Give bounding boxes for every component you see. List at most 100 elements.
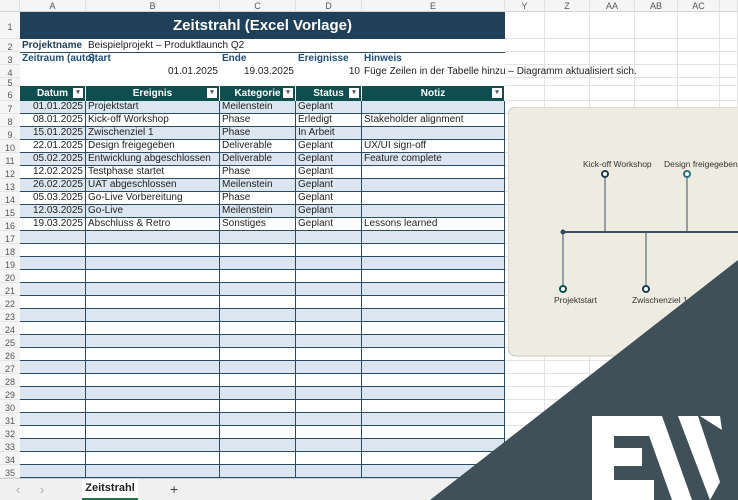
cell[interactable]	[678, 39, 720, 52]
table-cell[interactable]	[362, 270, 505, 282]
table-cell[interactable]	[362, 400, 505, 412]
table-cell[interactable]: Geplant	[296, 140, 362, 152]
table-cell[interactable]	[296, 387, 362, 399]
table-row[interactable]: 26.02.2025 UAT abgeschlossen Meilenstein Ge…	[20, 179, 505, 192]
table-cell[interactable]	[220, 413, 296, 425]
cell[interactable]	[720, 12, 738, 39]
row-header[interactable]: 21	[0, 283, 20, 296]
row-header[interactable]: 14	[0, 192, 20, 205]
row-header[interactable]: 30	[0, 400, 20, 413]
table-cell[interactable]	[20, 426, 86, 438]
table-cell[interactable]	[220, 270, 296, 282]
filter-dropdown-icon[interactable]: ▾	[283, 88, 293, 98]
table-row[interactable]: 08.01.2025 Kick-off Workshop Phase Erledigt…	[20, 114, 505, 127]
cell[interactable]	[635, 39, 678, 52]
cell[interactable]	[545, 52, 590, 65]
table-cell[interactable]	[86, 309, 220, 321]
table-cell[interactable]	[20, 257, 86, 269]
table-row[interactable]: 05.03.2025 Go-Live Vorbereitung Phase Gepla…	[20, 192, 505, 205]
table-row[interactable]	[20, 400, 505, 413]
table-row[interactable]	[20, 465, 505, 478]
table-cell[interactable]	[86, 452, 220, 464]
table-cell[interactable]: Meilenstein	[220, 205, 296, 217]
table-cell[interactable]: 05.02.2025	[20, 153, 86, 165]
cell[interactable]	[720, 78, 738, 86]
cell[interactable]	[635, 86, 678, 101]
table-cell[interactable]	[220, 296, 296, 308]
table-cell[interactable]	[20, 400, 86, 412]
row-header[interactable]: 28	[0, 374, 20, 387]
filter-dropdown-icon[interactable]: ▾	[492, 88, 502, 98]
filter-dropdown-icon[interactable]: ▾	[73, 88, 83, 98]
table-cell[interactable]	[296, 452, 362, 464]
row-header[interactable]: 32	[0, 426, 20, 439]
table-cell[interactable]	[362, 426, 505, 438]
table-cell[interactable]	[20, 283, 86, 295]
cell[interactable]	[635, 12, 678, 39]
table-cell[interactable]: Zwischenziel 1	[86, 127, 220, 139]
table-row[interactable]: 01.01.2025 Projektstart Meilenstein Geplant	[20, 101, 505, 114]
table-cell[interactable]	[296, 244, 362, 256]
table-row[interactable]	[20, 283, 505, 296]
table-cell[interactable]	[20, 439, 86, 451]
row-header[interactable]: 22	[0, 296, 20, 309]
table-cell[interactable]	[220, 335, 296, 347]
table-cell[interactable]: Phase	[220, 166, 296, 178]
row-header[interactable]: 20	[0, 270, 20, 283]
table-cell[interactable]	[86, 348, 220, 360]
table-cell[interactable]	[86, 322, 220, 334]
table-cell[interactable]	[220, 465, 296, 477]
row-header[interactable]: 18	[0, 244, 20, 257]
table-row[interactable]: 22.01.2025 Design freigegeben Deliverable G…	[20, 140, 505, 153]
table-cell[interactable]	[86, 439, 220, 451]
row-header[interactable]: 24	[0, 322, 20, 335]
table-cell[interactable]	[20, 374, 86, 386]
table-cell[interactable]	[362, 387, 505, 399]
column-header[interactable]: E	[362, 0, 505, 12]
table-cell[interactable]	[220, 322, 296, 334]
table-cell[interactable]	[20, 270, 86, 282]
table-cell[interactable]: Erledigt	[296, 114, 362, 126]
cell[interactable]	[505, 52, 545, 65]
row-header[interactable]: 3	[0, 52, 20, 65]
cell[interactable]	[505, 65, 545, 78]
table-row[interactable]	[20, 296, 505, 309]
table-cell[interactable]	[220, 400, 296, 412]
table-cell[interactable]	[20, 465, 86, 477]
row-header[interactable]: 23	[0, 309, 20, 322]
table-cell[interactable]	[20, 296, 86, 308]
row-header[interactable]: 13	[0, 179, 20, 192]
table-cell[interactable]: 12.02.2025	[20, 166, 86, 178]
table-cell[interactable]: Design freigegeben	[86, 140, 220, 152]
table-cell[interactable]	[20, 413, 86, 425]
column-header[interactable]: D	[296, 0, 362, 12]
cell[interactable]	[590, 39, 635, 52]
table-row[interactable]	[20, 387, 505, 400]
cell[interactable]	[505, 39, 545, 52]
table-cell[interactable]	[86, 244, 220, 256]
cell[interactable]	[678, 86, 720, 101]
table-cell[interactable]	[296, 361, 362, 373]
column-header[interactable]	[720, 0, 738, 12]
table-cell[interactable]	[296, 348, 362, 360]
cell[interactable]	[505, 12, 545, 39]
table-cell[interactable]	[86, 231, 220, 243]
row-header[interactable]: 17	[0, 231, 20, 244]
table-cell[interactable]	[20, 452, 86, 464]
cell[interactable]	[505, 387, 545, 400]
table-row[interactable]	[20, 244, 505, 257]
table-cell[interactable]	[20, 361, 86, 373]
row-header[interactable]: 2	[0, 39, 20, 52]
table-cell[interactable]	[220, 257, 296, 269]
select-all-corner[interactable]	[0, 0, 20, 12]
table-cell[interactable]	[86, 374, 220, 386]
table-cell[interactable]	[220, 244, 296, 256]
table-cell[interactable]	[220, 283, 296, 295]
cell[interactable]	[505, 78, 545, 86]
table-cell[interactable]: Deliverable	[220, 140, 296, 152]
table-cell[interactable]: Geplant	[296, 153, 362, 165]
sheet-tab-zeitstrahl[interactable]: Zeitstrahl	[82, 479, 138, 500]
row-header[interactable]: 33	[0, 439, 20, 452]
table-cell[interactable]	[86, 257, 220, 269]
column-header[interactable]: Z	[545, 0, 590, 12]
